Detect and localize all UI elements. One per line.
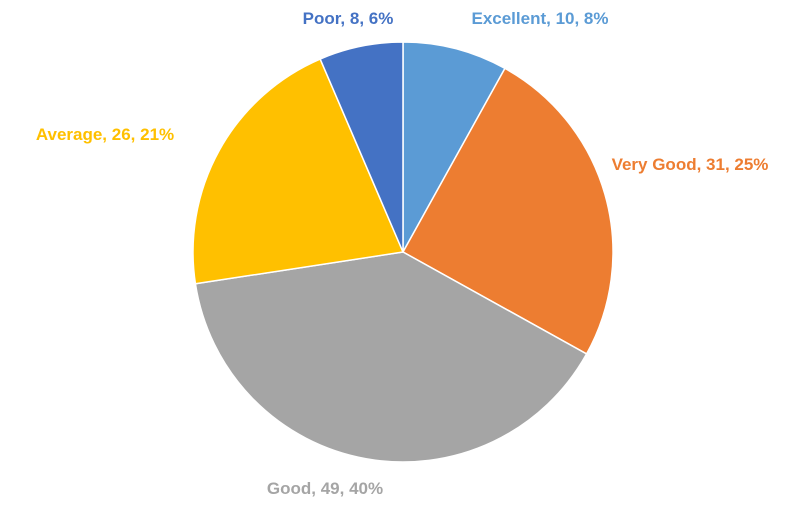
pie-slice: [319, 41, 404, 253]
data-label: Good, 49, 40%: [266, 479, 384, 498]
pie-slice: [401, 67, 614, 355]
data-label: Poor, 8, 6%: [302, 9, 394, 28]
pie-slice: [194, 251, 588, 463]
pie-slice: [402, 41, 506, 255]
data-label: Average, 26, 21%: [35, 125, 175, 144]
data-label: Excellent, 10, 8%: [471, 9, 609, 28]
data-label: Very Good, 31, 25%: [611, 155, 769, 174]
pie-slice: [192, 58, 405, 285]
